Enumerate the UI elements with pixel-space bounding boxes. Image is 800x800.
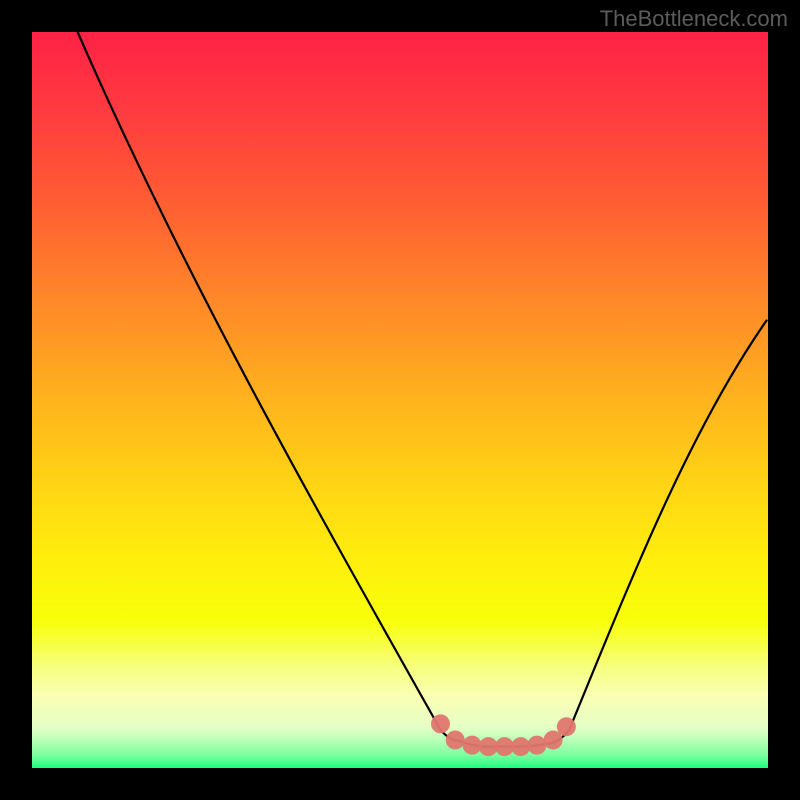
outer-frame xyxy=(0,0,800,800)
chart-root: TheBottleneck.com xyxy=(0,0,800,800)
bottleneck-chart xyxy=(0,0,800,800)
watermark-text: TheBottleneck.com xyxy=(600,6,788,32)
